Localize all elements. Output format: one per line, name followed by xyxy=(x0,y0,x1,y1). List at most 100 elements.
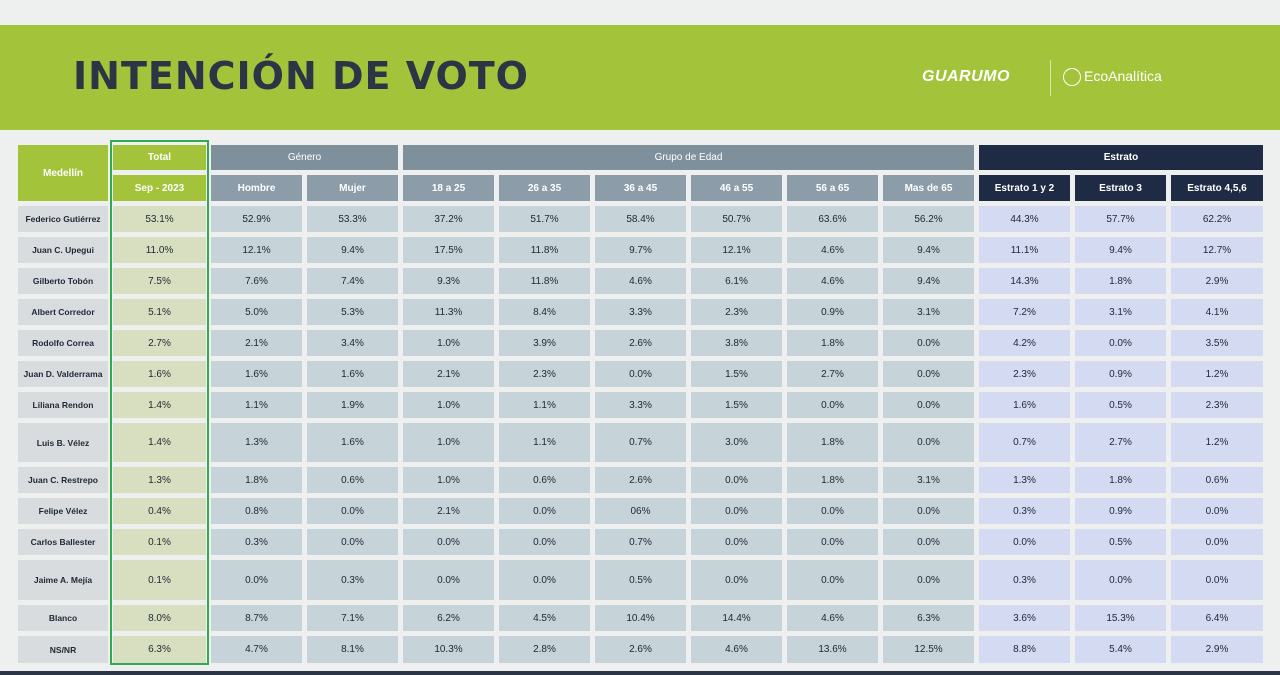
logo-text: EcoAnalítica xyxy=(1084,68,1162,84)
value-cell: 7.6% xyxy=(211,268,302,294)
value-cell: 3.3% xyxy=(595,392,686,418)
value-cell: 0.0% xyxy=(883,392,974,418)
row-label: Liliana Rendon xyxy=(18,392,108,418)
value-cell: 1.6% xyxy=(307,361,398,387)
value-cell: 0.0% xyxy=(595,361,686,387)
value-cell: 57.7% xyxy=(1075,206,1166,232)
value-cell: 10.4% xyxy=(595,605,686,631)
row-label: Blanco xyxy=(18,605,108,631)
value-cell: 2.3% xyxy=(1171,392,1263,418)
value-cell: 0.1% xyxy=(113,560,206,600)
value-cell: 1.5% xyxy=(691,361,782,387)
corner-header: Medellín xyxy=(18,145,108,201)
value-cell: 0.0% xyxy=(883,498,974,524)
value-cell: 3.0% xyxy=(691,423,782,462)
value-cell: 1.6% xyxy=(113,361,206,387)
value-cell: 2.9% xyxy=(1171,268,1263,294)
table: Medellín Total Sep - 2023 Género Hombre Mujer… xyxy=(18,145,1263,663)
row-label: Juan C. Restrepo xyxy=(18,467,108,493)
value-cell: 7.1% xyxy=(307,605,398,631)
column-header: Mas de 65 xyxy=(883,175,974,201)
value-cell: 12.1% xyxy=(211,237,302,263)
value-cell: 4.6% xyxy=(787,605,878,631)
value-cell: 4.2% xyxy=(979,330,1070,356)
value-cell: 0.6% xyxy=(1171,467,1263,493)
value-cell: 0.3% xyxy=(307,560,398,600)
group-header: Género xyxy=(211,145,398,170)
value-cell: 0.3% xyxy=(979,498,1070,524)
value-cell: 1.3% xyxy=(113,467,206,493)
value-cell: 3.1% xyxy=(883,467,974,493)
value-cell: 8.0% xyxy=(113,605,206,631)
column-header: 18 a 25 xyxy=(403,175,494,201)
value-cell: 2.6% xyxy=(595,636,686,663)
value-cell: 2.7% xyxy=(113,330,206,356)
value-cell: 0.0% xyxy=(1171,498,1263,524)
value-cell: 2.8% xyxy=(499,636,590,663)
value-cell: 0.7% xyxy=(595,423,686,462)
value-cell: 0.0% xyxy=(787,560,878,600)
value-cell: 0.9% xyxy=(787,299,878,325)
row-label: Felipe Vélez xyxy=(18,498,108,524)
value-cell: 9.4% xyxy=(883,237,974,263)
bottom-bar xyxy=(0,671,1280,675)
column-header: Estrato 4,5,6 xyxy=(1171,175,1263,201)
row-label: Juan C. Upegui xyxy=(18,237,108,263)
value-cell: 8.1% xyxy=(307,636,398,663)
value-cell: 1.6% xyxy=(211,361,302,387)
value-cell: 2.1% xyxy=(403,361,494,387)
value-cell: 0.5% xyxy=(595,560,686,600)
value-cell: 3.6% xyxy=(979,605,1070,631)
total-highlight xyxy=(110,140,209,665)
value-cell: 1.0% xyxy=(403,330,494,356)
value-cell: 0.0% xyxy=(883,529,974,555)
row-label: Jaime A. Mejía xyxy=(18,560,108,600)
value-cell: 0.0% xyxy=(883,330,974,356)
value-cell: 0.0% xyxy=(691,498,782,524)
value-cell: 1.1% xyxy=(211,392,302,418)
value-cell: 1.6% xyxy=(979,392,1070,418)
value-cell: 62.2% xyxy=(1171,206,1263,232)
value-cell: 63.6% xyxy=(787,206,878,232)
logo-icon xyxy=(1063,68,1081,87)
value-cell: 2.3% xyxy=(691,299,782,325)
value-cell: 1.2% xyxy=(1171,423,1263,462)
value-cell: 0.4% xyxy=(113,498,206,524)
value-cell: 3.1% xyxy=(1075,299,1166,325)
value-cell: 2.3% xyxy=(499,361,590,387)
value-cell: 0.1% xyxy=(113,529,206,555)
value-cell: 4.6% xyxy=(787,268,878,294)
value-cell: 0.6% xyxy=(307,467,398,493)
value-cell: 52.9% xyxy=(211,206,302,232)
value-cell: 3.3% xyxy=(595,299,686,325)
value-cell: 0.0% xyxy=(499,498,590,524)
value-cell: 11.1% xyxy=(979,237,1070,263)
value-cell: 11.3% xyxy=(403,299,494,325)
value-cell: 2.7% xyxy=(787,361,878,387)
value-cell: 8.8% xyxy=(979,636,1070,663)
value-cell: 0.8% xyxy=(211,498,302,524)
value-cell: 9.3% xyxy=(403,268,494,294)
value-cell: 0.3% xyxy=(211,529,302,555)
value-cell: 0.3% xyxy=(979,560,1070,600)
value-cell: 3.1% xyxy=(883,299,974,325)
value-cell: 0.7% xyxy=(595,529,686,555)
value-cell: 0.0% xyxy=(691,560,782,600)
value-cell: 0.0% xyxy=(787,392,878,418)
value-cell: 7.4% xyxy=(307,268,398,294)
value-cell: 6.2% xyxy=(403,605,494,631)
column-header: 56 a 65 xyxy=(787,175,878,201)
value-cell: 5.4% xyxy=(1075,636,1166,663)
value-cell: 0.0% xyxy=(787,529,878,555)
value-cell: 53.1% xyxy=(113,206,206,232)
value-cell: 1.8% xyxy=(787,423,878,462)
column-header: Mujer xyxy=(307,175,398,201)
value-cell: 0.0% xyxy=(979,529,1070,555)
value-cell: 56.2% xyxy=(883,206,974,232)
value-cell: 9.4% xyxy=(1075,237,1166,263)
value-cell: 0.0% xyxy=(1075,560,1166,600)
group-header: Grupo de Edad xyxy=(403,145,974,170)
row-label: Carlos Ballester xyxy=(18,529,108,555)
value-cell: 1.2% xyxy=(1171,361,1263,387)
value-cell: 4.1% xyxy=(1171,299,1263,325)
